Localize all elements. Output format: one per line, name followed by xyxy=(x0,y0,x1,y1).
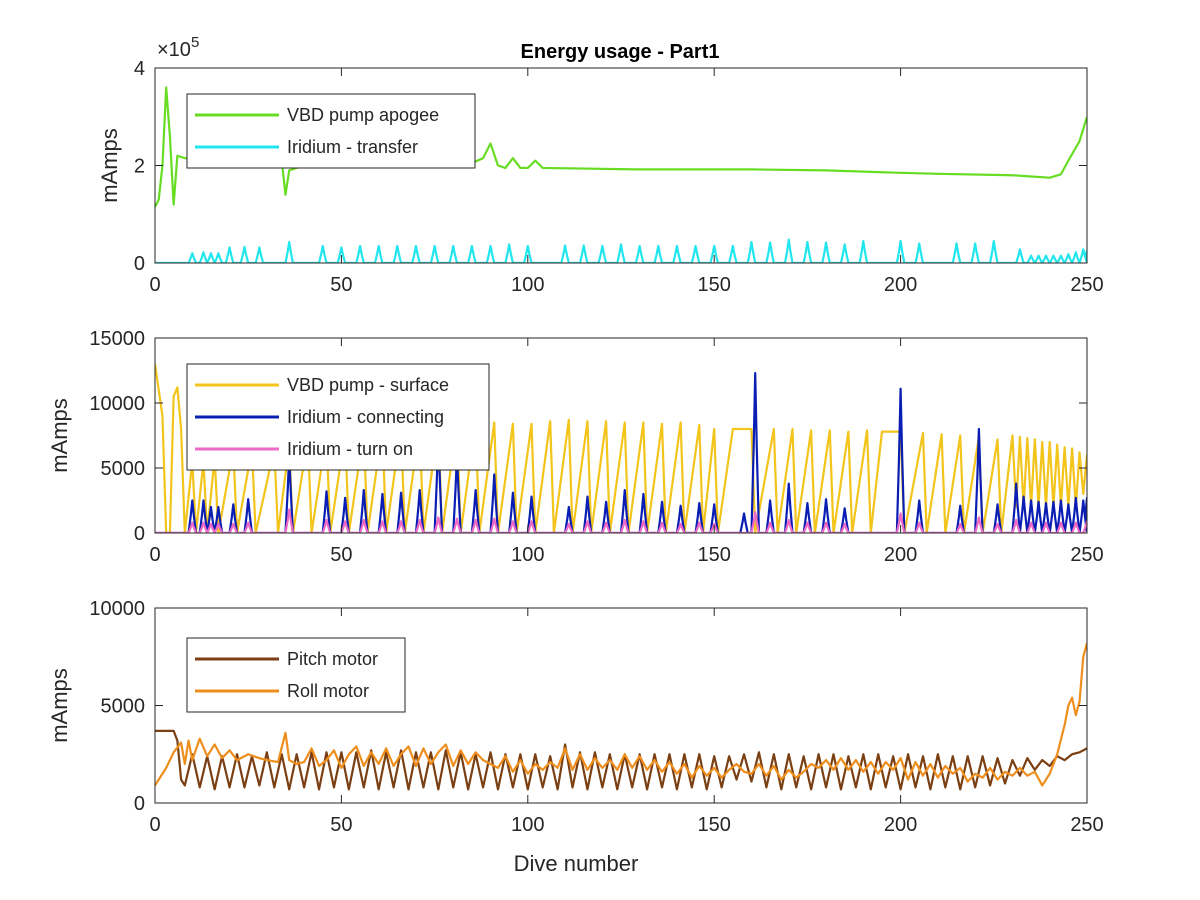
y-tick-label: 4 xyxy=(134,58,145,80)
x-tick-label: 0 xyxy=(149,274,160,296)
series-line-vbd-pump-apogee xyxy=(155,86,1087,208)
x-tick-label: 150 xyxy=(698,274,731,296)
y-exponent-label: ×105 xyxy=(157,34,199,61)
series-group xyxy=(155,363,1087,533)
x-axis-label: Dive number xyxy=(514,851,639,876)
subplot-1: 0 50 100 150 200 250 0 2 4 ×105 mAmps VBD pump apog… xyxy=(97,34,1104,296)
x-tick-label: 50 xyxy=(330,274,352,296)
y-tick-label: 10000 xyxy=(89,393,145,415)
x-tick-label: 250 xyxy=(1070,544,1103,566)
legend-entry: Iridium - transfer xyxy=(287,137,418,157)
legend: Pitch motor Roll motor xyxy=(186,637,406,713)
y-tick-label: 0 xyxy=(134,523,145,545)
x-tick-label: 200 xyxy=(884,814,917,836)
x-tick-label: 50 xyxy=(330,814,352,836)
legend-box xyxy=(186,637,406,713)
series-group xyxy=(155,86,1087,263)
legend: VBD pump - surface Iridium - connecting Ir… xyxy=(186,363,490,471)
series-line-iridium-turn-on xyxy=(155,508,1087,533)
x-tick-label: 0 xyxy=(149,814,160,836)
series-line-pitch-motor xyxy=(155,729,1087,791)
x-tick-label: 200 xyxy=(884,274,917,296)
series-line-roll-motor xyxy=(155,642,1087,787)
legend: VBD pump apogee Iridium - transfer xyxy=(186,93,476,169)
x-tick-label: 0 xyxy=(149,544,160,566)
chart-title: Energy usage - Part1 xyxy=(521,41,720,63)
y-axis-label: mAmps xyxy=(47,668,72,743)
legend-entry: Iridium - turn on xyxy=(287,439,413,459)
series-group xyxy=(155,642,1087,791)
x-tick-label: 250 xyxy=(1070,814,1103,836)
y-tick-label: 15000 xyxy=(89,328,145,350)
subplot-3: 0 50 100 150 200 250 0 5000 10000 mAmps Dive numbe… xyxy=(47,598,1104,876)
legend-entry: Roll motor xyxy=(287,681,369,701)
legend-box xyxy=(186,93,476,169)
plots: 0 50 100 150 200 250 0 2 4 ×105 mAmps VBD pump apog… xyxy=(47,34,1104,876)
y-axis-label: mAmps xyxy=(47,398,72,473)
subplot-2: 0 50 100 150 200 250 0 5000 10000 15000 mAmps VBD p… xyxy=(47,328,1104,566)
x-tick-label: 100 xyxy=(511,274,544,296)
y-tick-label: 0 xyxy=(134,253,145,275)
series-line-iridium-transfer xyxy=(155,238,1087,263)
legend-entry: VBD pump - surface xyxy=(287,375,449,395)
x-tick-label: 150 xyxy=(698,544,731,566)
x-tick-label: 100 xyxy=(511,544,544,566)
x-tick-label: 200 xyxy=(884,544,917,566)
y-tick-label: 5000 xyxy=(101,458,146,480)
y-axis-label: mAmps xyxy=(97,128,122,203)
y-tick-label: 10000 xyxy=(89,598,145,620)
series-line-iridium-connecting xyxy=(155,372,1087,533)
legend-entry: Pitch motor xyxy=(287,649,378,669)
y-tick-label: 2 xyxy=(134,156,145,178)
legend-entry: VBD pump apogee xyxy=(287,105,439,125)
x-tick-label: 50 xyxy=(330,544,352,566)
y-tick-label: 0 xyxy=(134,793,145,815)
y-tick-label: 5000 xyxy=(101,696,146,718)
x-tick-label: 250 xyxy=(1070,274,1103,296)
legend-entry: Iridium - connecting xyxy=(287,407,444,427)
series-line-vbd-pump-surface xyxy=(155,363,1087,533)
axes-box xyxy=(154,337,1088,534)
x-tick-label: 100 xyxy=(511,814,544,836)
x-tick-label: 150 xyxy=(698,814,731,836)
